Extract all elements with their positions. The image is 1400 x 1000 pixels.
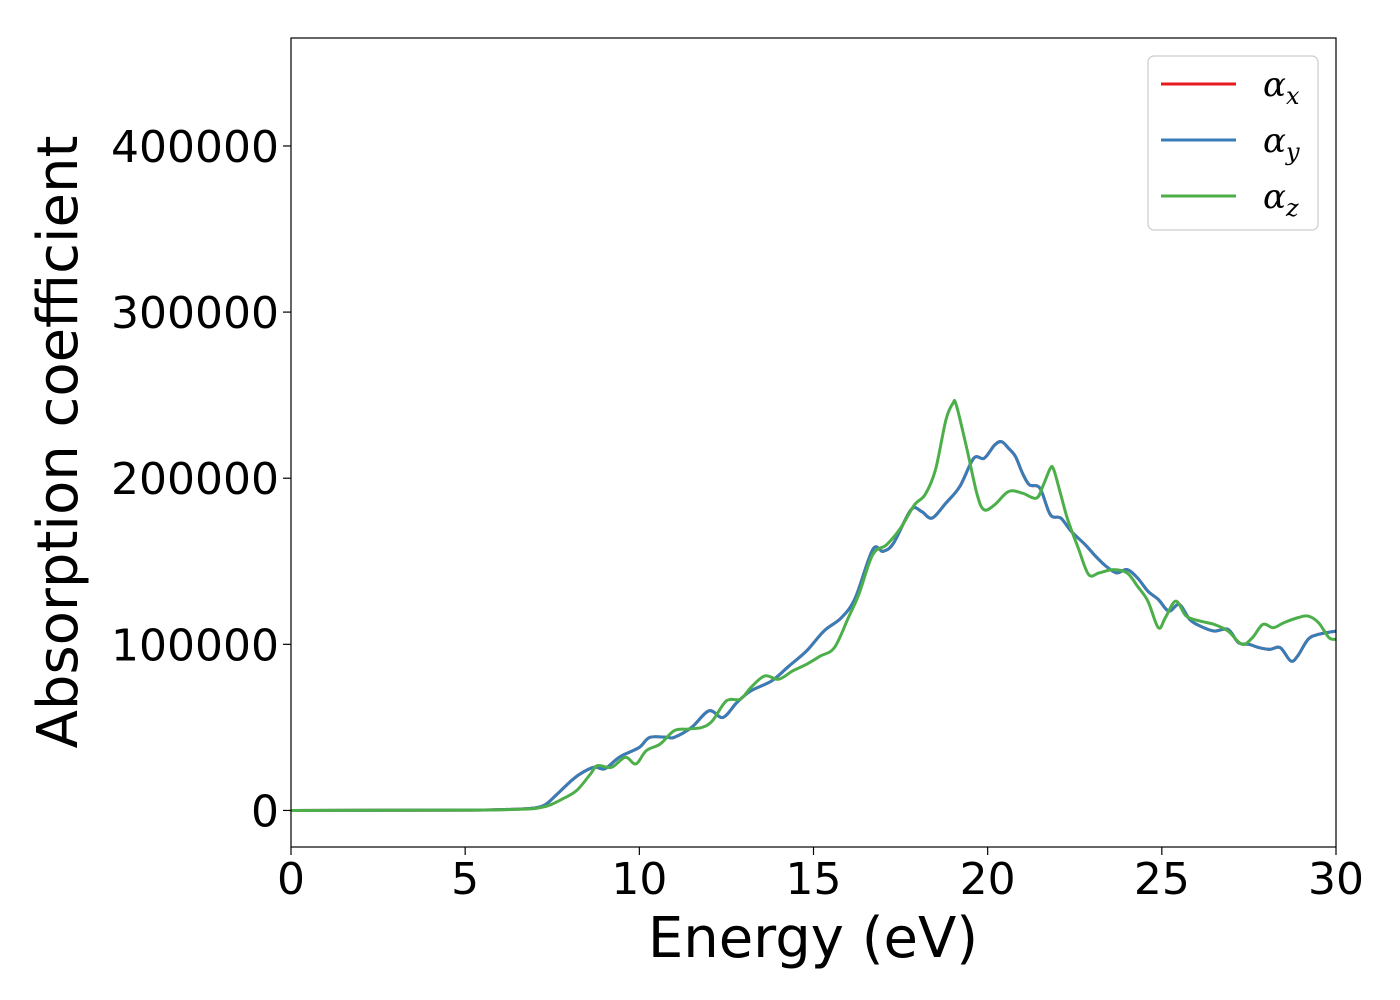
legend-symbol: α	[1263, 177, 1286, 217]
x-axis: 0 5 10 15 20 25 30	[277, 847, 1364, 905]
legend-subscript: z	[1285, 194, 1299, 222]
legend-label-x: αx	[1263, 65, 1300, 110]
x-tick-label: 15	[786, 854, 842, 905]
legend-symbol: α	[1263, 121, 1286, 161]
y-tick-label: 200000	[111, 454, 279, 505]
y-tick-label: 300000	[111, 288, 279, 339]
x-tick-label: 0	[277, 854, 305, 905]
x-tick-label: 5	[451, 854, 479, 905]
x-tick-label: 10	[611, 854, 667, 905]
series-group	[291, 399, 1336, 812]
y-axis-title: Absorption coefficient	[26, 136, 91, 749]
legend-box	[1147, 55, 1319, 231]
series-line-z	[291, 399, 1336, 812]
series-line-y	[291, 440, 1336, 812]
x-tick-label: 20	[960, 854, 1016, 905]
legend-symbol: α	[1263, 65, 1286, 105]
x-tick-label: 25	[1134, 854, 1190, 905]
x-tick-label: 30	[1308, 854, 1364, 905]
y-axis: 0 100000 200000 300000 400000	[111, 122, 291, 837]
legend-subscript: x	[1286, 82, 1300, 110]
y-tick-label: 100000	[111, 620, 279, 671]
legend-subscript: y	[1285, 138, 1300, 166]
legend-label-z: αz	[1263, 177, 1299, 222]
y-tick-label: 0	[251, 786, 279, 837]
y-tick-label: 400000	[111, 122, 279, 173]
x-axis-title: Energy (eV)	[648, 906, 978, 971]
legend-label-y: αy	[1263, 121, 1300, 166]
series-line-x	[291, 440, 1336, 812]
